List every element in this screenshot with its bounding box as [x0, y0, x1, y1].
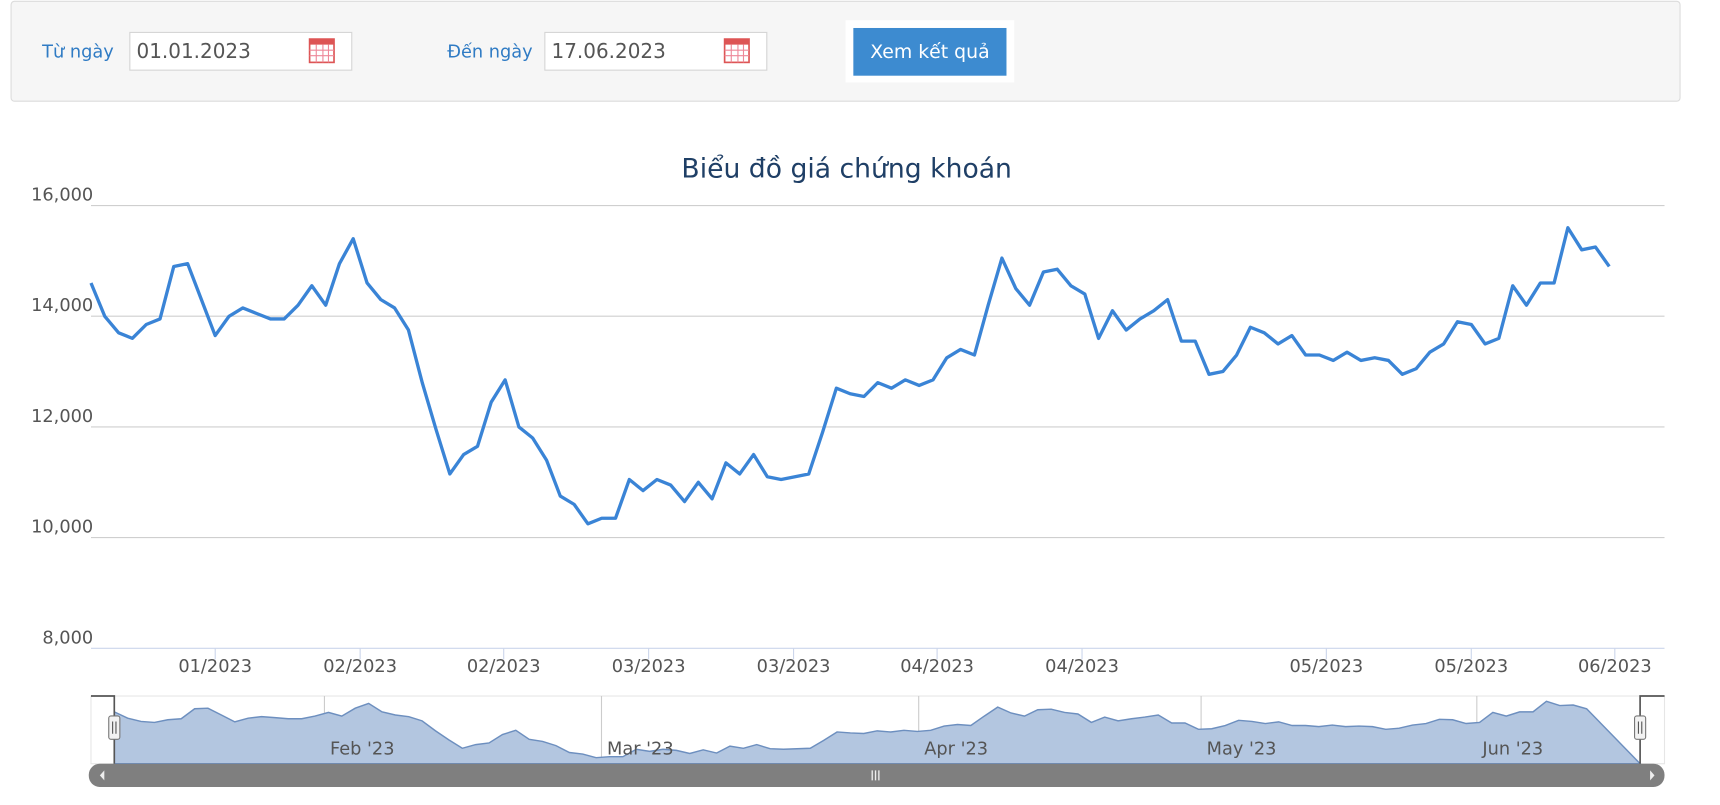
x-tick-label: 04/2023	[900, 657, 974, 677]
navigator-area	[113, 700, 1642, 765]
handle-grip	[112, 721, 117, 734]
navigator-label: Jun '23	[1481, 739, 1543, 759]
from-label: Từ ngày	[41, 42, 114, 62]
navigator-label: Apr '23	[924, 739, 988, 759]
calendar-icon[interactable]	[723, 38, 750, 64]
x-tick-label: 01/2023	[178, 657, 252, 677]
y-tick-label: 12,000	[31, 407, 93, 427]
handle-grip	[1637, 721, 1643, 734]
scroll-arrow-left[interactable]	[99, 770, 105, 781]
navigator-label: Mar '23	[607, 739, 674, 759]
y-tick-label: 8,000	[42, 628, 93, 648]
from-value: 01.01.2023	[136, 39, 250, 63]
navigator-label: Feb '23	[330, 739, 395, 759]
calendar-icon[interactable]	[308, 38, 335, 64]
scrollbar-track[interactable]	[88, 763, 1665, 788]
x-tick-label: 05/2023	[1289, 657, 1363, 677]
scrollbar-grip	[871, 770, 880, 781]
price-line	[89, 226, 1611, 526]
submit-button[interactable]	[853, 27, 1007, 76]
x-tick-label: 05/2023	[1434, 657, 1508, 677]
to-label: Đến ngày	[447, 41, 532, 62]
x-tick-label: 06/2023	[1578, 657, 1652, 677]
chart-title: Biểu đồ giá chứng khoán	[681, 154, 1012, 185]
navigator-handle[interactable]	[1634, 715, 1647, 740]
y-tick-label: 16,000	[31, 186, 93, 206]
navigator-label: May '23	[1207, 739, 1277, 759]
button-label: Xem kết quả	[870, 41, 989, 63]
x-tick-label: 03/2023	[757, 657, 831, 677]
navigator-handle[interactable]	[108, 715, 121, 740]
x-tick-label: 02/2023	[467, 657, 541, 677]
x-tick-label: 04/2023	[1045, 657, 1119, 677]
x-tick-label: 03/2023	[612, 657, 686, 677]
y-tick-label: 10,000	[31, 518, 93, 538]
y-tick-label: 14,000	[31, 296, 93, 316]
scroll-arrow-right[interactable]	[1650, 770, 1655, 781]
navigator-outline	[90, 695, 1665, 764]
to-value: 17.06.2023	[552, 39, 666, 63]
x-tick-label: 02/2023	[323, 657, 397, 677]
